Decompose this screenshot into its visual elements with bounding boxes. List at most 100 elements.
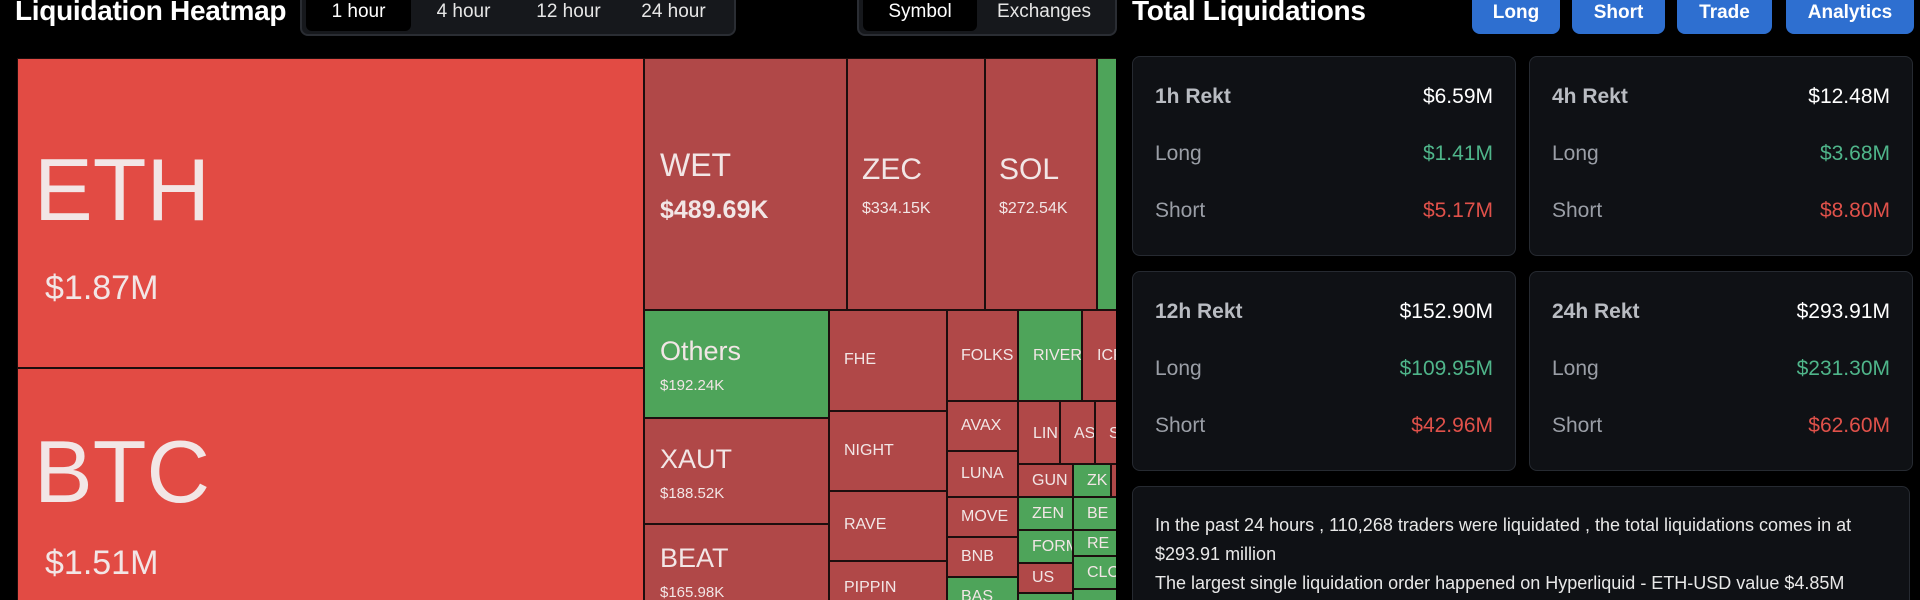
short-value: $5.17M (1422, 199, 1493, 222)
tile-symbol: ETH (34, 140, 210, 239)
grouping-selector: Symbol Exchanges (857, 0, 1117, 36)
tile-small-green[interactable] (1018, 593, 1073, 600)
tile-s[interactable]: S (1095, 401, 1116, 464)
tile-pippin[interactable]: PIPPIN (829, 561, 947, 600)
short-label: Short (1552, 199, 1603, 222)
tile-symbol: MOVE (961, 508, 1009, 525)
tile-value: $334.15K (862, 200, 931, 217)
tile-symbol: BEAT (660, 543, 729, 573)
stat-card-12h: 12h Rekt $152.90M Long $109.95M Short $4… (1132, 271, 1516, 471)
tile-value: $192.24K (660, 377, 725, 394)
tile-symbol: BNB (961, 548, 994, 565)
stat-card-24h: 24h Rekt $293.91M Long $231.30M Short $6… (1529, 271, 1913, 471)
tile-fhe[interactable]: FHE (829, 310, 947, 411)
long-value: $231.30M (1796, 357, 1890, 380)
tile-re[interactable]: RE (1073, 530, 1116, 556)
short-button[interactable]: Short (1572, 0, 1665, 34)
tile-folks[interactable]: FOLKS (947, 310, 1018, 401)
tile-symbol: AVAX (961, 417, 1002, 434)
tile-symbol: LUNA (961, 465, 1004, 482)
tile-zk[interactable]: ZK (1073, 464, 1111, 497)
long-label: Long (1155, 142, 1202, 165)
tile-eth[interactable]: ETH $1.87M (17, 58, 644, 368)
card-label: 1h Rekt (1155, 85, 1231, 108)
tile-lin[interactable]: LIN (1018, 401, 1060, 464)
tile-luna[interactable]: LUNA (947, 451, 1018, 497)
time-range-selector: 1 hour 4 hour 12 hour 24 hour (300, 0, 736, 36)
tile-symbol: ZEN (1032, 505, 1064, 522)
tile-small-green[interactable] (1097, 58, 1116, 310)
tile-others[interactable]: Others $192.24K (644, 310, 829, 418)
tile-night[interactable]: NIGHT (829, 411, 947, 491)
long-button[interactable]: Long (1472, 0, 1560, 34)
time-option-1h[interactable]: 1 hour (306, 0, 411, 31)
tile-rave[interactable]: RAVE (829, 491, 947, 561)
tile-xaut[interactable]: XAUT $188.52K (644, 418, 829, 524)
tile-zec[interactable]: ZEC $334.15K (847, 58, 985, 310)
tile-move[interactable]: MOVE (947, 497, 1018, 537)
tile-icp[interactable]: ICP (1082, 310, 1116, 401)
tile-value: $1.51M (45, 544, 159, 582)
heatmap-title: Liquidation Heatmap (15, 0, 287, 26)
short-value: $8.80M (1819, 199, 1890, 222)
tile-symbol: SOL (999, 153, 1060, 186)
tile-symbol: RE (1087, 535, 1110, 552)
time-option-24h[interactable]: 24 hour (641, 1, 706, 22)
tile-gun[interactable]: GUN (1018, 464, 1073, 497)
tile-value: $489.69K (660, 196, 769, 224)
tile-symbol: FOLKS (961, 347, 1014, 364)
time-option-4h[interactable]: 4 hour (436, 1, 491, 22)
tile-us[interactable]: US (1018, 563, 1073, 593)
tile-value: $272.54K (999, 200, 1068, 217)
total-liquidations-title: Total Liquidations (1132, 0, 1366, 26)
card-label: 4h Rekt (1552, 85, 1628, 108)
mode-option-symbol[interactable]: Symbol (863, 0, 978, 31)
tile-river[interactable]: RIVER (1018, 310, 1082, 401)
long-label: Long (1552, 142, 1599, 165)
tile-symbol: RAVE (844, 516, 887, 533)
tile-beat[interactable]: BEAT $165.98K (644, 524, 829, 600)
tile-value: $165.98K (660, 584, 725, 600)
tile-as[interactable]: AS (1060, 401, 1095, 464)
tile-symbol: US (1032, 569, 1055, 586)
liquidation-summary: In the past 24 hours , 110,268 traders w… (1132, 486, 1910, 600)
tile-small-red[interactable] (1111, 464, 1116, 497)
trade-button[interactable]: Trade (1677, 0, 1772, 34)
tile-bnb[interactable]: BNB (947, 537, 1018, 577)
tile-symbol: BE (1087, 505, 1109, 522)
tile-symbol: ICP (1097, 347, 1116, 364)
analytics-button[interactable]: Analytics (1786, 0, 1914, 34)
mode-option-exchanges[interactable]: Exchanges (997, 1, 1092, 22)
card-label: 24h Rekt (1552, 300, 1640, 323)
tile-be[interactable]: BE (1073, 497, 1116, 530)
tile-form[interactable]: FORM (1018, 530, 1073, 563)
tile-bas[interactable]: BAS (947, 577, 1018, 600)
summary-line-1: In the past 24 hours , 110,268 traders w… (1155, 515, 1852, 564)
time-option-12h[interactable]: 12 hour (536, 1, 601, 22)
tile-zen[interactable]: ZEN (1018, 497, 1073, 530)
tile-symbol: BTC (34, 422, 210, 521)
tile-wet[interactable]: WET $489.69K (644, 58, 847, 310)
tile-symbol: Others (660, 336, 742, 366)
tile-symbol: PIPPIN (844, 579, 897, 596)
tile-symbol: S (1109, 425, 1116, 443)
tile-clo[interactable]: CLO (1073, 556, 1116, 589)
card-total: $12.48M (1808, 85, 1890, 108)
short-label: Short (1552, 414, 1603, 437)
tile-value: $1.87M (45, 269, 159, 307)
tile-small-green[interactable] (1073, 589, 1116, 600)
long-label: Long (1552, 357, 1599, 380)
tile-symbol: BAS (961, 588, 994, 600)
card-total: $152.90M (1399, 300, 1493, 323)
tile-btc[interactable]: BTC $1.51M (17, 368, 644, 600)
card-total: $6.59M (1422, 85, 1493, 108)
tile-symbol: FHE (844, 351, 876, 368)
liquidation-treemap: ETH $1.87M BTC $1.51M WET $489.69K ZEC $… (17, 58, 1116, 600)
tile-avax[interactable]: AVAX (947, 401, 1018, 451)
stat-card-4h: 4h Rekt $12.48M Long $3.68M Short $8.80M (1529, 56, 1913, 256)
long-label: Long (1155, 357, 1202, 380)
long-value: $1.41M (1422, 142, 1493, 165)
tile-sol[interactable]: SOL $272.54K (985, 58, 1097, 310)
short-value: $42.96M (1411, 414, 1493, 437)
